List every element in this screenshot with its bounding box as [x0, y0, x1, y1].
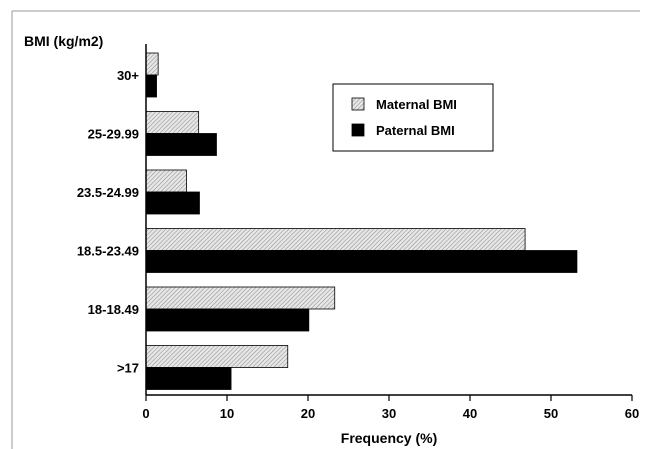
bar-maternal-5: [145, 345, 289, 368]
y-tick-label: >17: [117, 361, 139, 376]
bar-paternal-1: [145, 133, 217, 156]
bar-maternal-3: [145, 228, 526, 251]
y-tick-label: 18.5-23.49: [77, 244, 139, 259]
legend-box: [332, 83, 494, 152]
legend: Maternal BMI Paternal BMI: [332, 83, 494, 152]
bar-paternal-3: [145, 250, 578, 273]
y-tick-labels: 30+ 25-29.99 23.5-24.99 18.5-23.49 18-18.49 >…: [77, 68, 140, 376]
x-tick-label: 30: [382, 406, 396, 421]
bar-maternal-2: [145, 169, 187, 193]
legend-swatch-paternal: [351, 123, 365, 137]
x-tick-label: 10: [220, 406, 234, 421]
x-tick-label: 40: [463, 406, 477, 421]
x-tick-label: 0: [142, 406, 149, 421]
x-axis: 0 10 20 30 40 50 60: [142, 394, 639, 421]
bar-paternal-4: [145, 308, 310, 332]
x-tick-label: 20: [301, 406, 315, 421]
x-tick-label: 60: [625, 406, 639, 421]
y-tick-label: 30+: [117, 68, 139, 83]
bar-paternal-0: [145, 74, 157, 98]
bar-maternal-4: [145, 286, 336, 310]
bars-group: [145, 52, 578, 390]
x-tick-label: 50: [544, 406, 558, 421]
legend-label-paternal: Paternal BMI: [376, 123, 455, 138]
legend-swatch-maternal: [351, 97, 365, 111]
bar-maternal-1: [145, 111, 200, 134]
bar-paternal-2: [145, 191, 200, 215]
y-tick-label: 18-18.49: [88, 302, 139, 317]
legend-label-maternal: Maternal BMI: [376, 97, 457, 112]
bar-paternal-5: [145, 367, 232, 390]
y-axis-title: BMI (kg/m2): [24, 33, 103, 49]
y-tick-label: 25-29.99: [88, 127, 139, 142]
y-tick-label: 23.5-24.99: [77, 185, 139, 200]
x-axis-title: Frequency (%): [341, 430, 437, 446]
bar-maternal-0: [145, 52, 159, 76]
